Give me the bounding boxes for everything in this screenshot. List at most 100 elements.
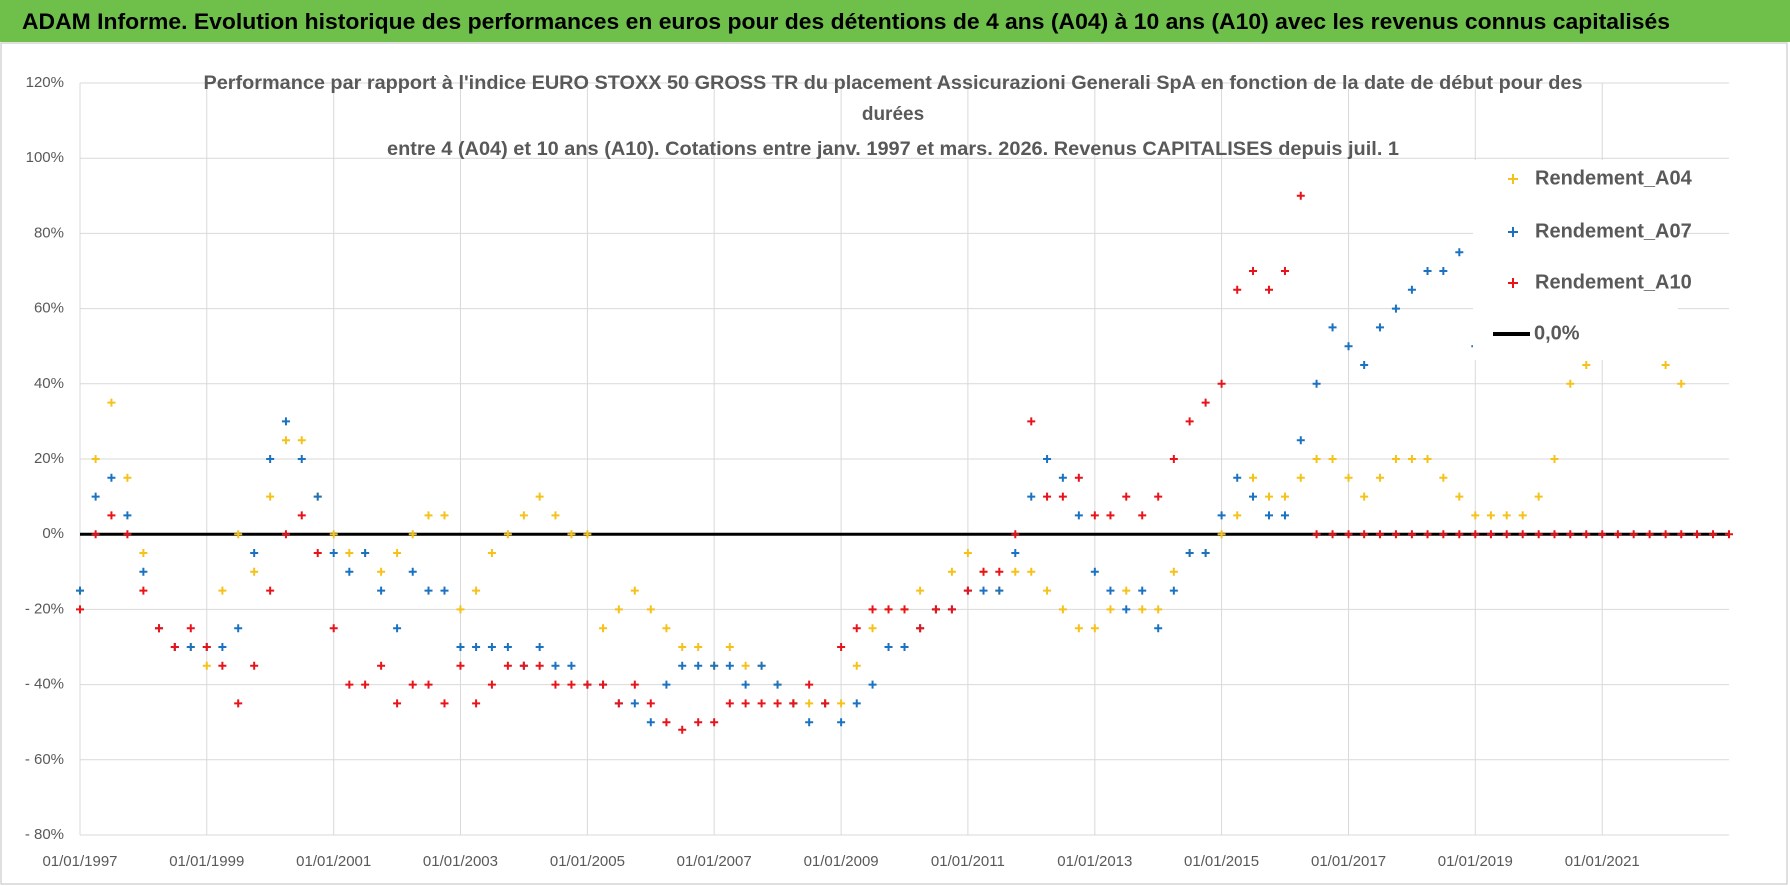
point xyxy=(76,605,84,614)
point xyxy=(1502,511,1511,520)
chart-border xyxy=(0,42,1788,885)
y-tick-label: 120% xyxy=(26,74,64,91)
point xyxy=(646,699,655,708)
point xyxy=(1169,567,1178,576)
x-tick-label: 01/01/1997 xyxy=(42,853,117,870)
point xyxy=(266,586,275,595)
legend-box xyxy=(1473,160,1678,360)
point xyxy=(456,661,465,670)
point xyxy=(1391,530,1400,539)
point xyxy=(1233,473,1242,482)
point xyxy=(741,661,750,670)
point xyxy=(583,680,592,689)
point xyxy=(678,661,687,670)
point xyxy=(1138,511,1147,520)
point xyxy=(266,455,275,463)
point xyxy=(218,643,227,651)
point xyxy=(1407,455,1416,463)
point xyxy=(1296,191,1305,200)
point xyxy=(1534,492,1543,501)
point xyxy=(757,699,766,708)
point xyxy=(1027,567,1036,576)
point xyxy=(472,586,481,595)
point xyxy=(1265,511,1273,520)
point xyxy=(1011,549,1020,557)
point xyxy=(916,624,925,633)
point xyxy=(757,661,766,670)
point xyxy=(202,643,211,651)
point xyxy=(139,567,148,576)
point xyxy=(599,680,608,689)
point xyxy=(1661,361,1670,369)
point xyxy=(234,530,243,539)
point xyxy=(139,586,148,595)
y-tick-label: 0% xyxy=(42,525,64,542)
series xyxy=(76,323,1686,708)
point xyxy=(694,718,703,727)
point xyxy=(1312,379,1321,388)
header-title: ADAM Informe. Evolution historique des p… xyxy=(22,9,1670,34)
point xyxy=(646,718,655,727)
point xyxy=(1344,342,1353,351)
point xyxy=(107,398,116,407)
point xyxy=(1106,586,1115,595)
point xyxy=(1138,605,1147,614)
y-tick-label: - 40% xyxy=(25,676,64,693)
point xyxy=(1486,530,1495,539)
point xyxy=(393,549,402,557)
point xyxy=(123,473,132,482)
point xyxy=(1439,530,1448,539)
point xyxy=(1502,530,1511,539)
point xyxy=(1185,549,1194,557)
x-tick-label: 01/01/2011 xyxy=(931,853,1005,870)
legend-label: 0,0% xyxy=(1534,322,1580,344)
point xyxy=(1043,492,1052,501)
point xyxy=(1169,586,1178,595)
point xyxy=(1677,379,1686,388)
point xyxy=(1122,605,1131,614)
point xyxy=(1661,530,1670,539)
point xyxy=(345,549,354,557)
point xyxy=(1043,455,1052,463)
point xyxy=(1280,492,1289,501)
point xyxy=(1709,530,1718,539)
point xyxy=(1154,605,1163,614)
x-tick-label: 01/01/2005 xyxy=(550,853,625,870)
point xyxy=(1280,511,1289,520)
point xyxy=(329,549,338,557)
series xyxy=(76,248,1480,727)
point xyxy=(1074,473,1083,482)
point xyxy=(868,605,877,614)
point xyxy=(995,567,1004,576)
chart-title: entre 4 (A04) et 10 ans (A10). Cotations… xyxy=(387,139,1399,160)
plot-area xyxy=(76,82,1733,836)
point xyxy=(900,605,909,614)
point xyxy=(1328,530,1337,539)
point xyxy=(535,492,544,501)
point xyxy=(440,511,449,520)
y-tick-label: 60% xyxy=(34,300,64,317)
point xyxy=(377,567,386,576)
point xyxy=(1391,304,1400,313)
point xyxy=(186,624,195,633)
point xyxy=(1471,530,1480,539)
point xyxy=(1265,285,1273,294)
point xyxy=(1201,398,1210,407)
point xyxy=(281,417,290,426)
point xyxy=(1138,586,1147,595)
point xyxy=(614,605,623,614)
point xyxy=(1566,530,1575,539)
point xyxy=(472,643,481,651)
point xyxy=(805,718,814,727)
point xyxy=(76,586,84,595)
point xyxy=(250,567,259,576)
x-tick-label: 01/01/2013 xyxy=(1057,853,1132,870)
point xyxy=(1106,605,1115,614)
legend-marker xyxy=(1508,227,1518,237)
point xyxy=(805,680,814,689)
point xyxy=(1455,248,1464,257)
point xyxy=(440,586,449,595)
y-tick-label: 20% xyxy=(34,450,64,467)
y-tick-label: - 60% xyxy=(25,751,64,768)
